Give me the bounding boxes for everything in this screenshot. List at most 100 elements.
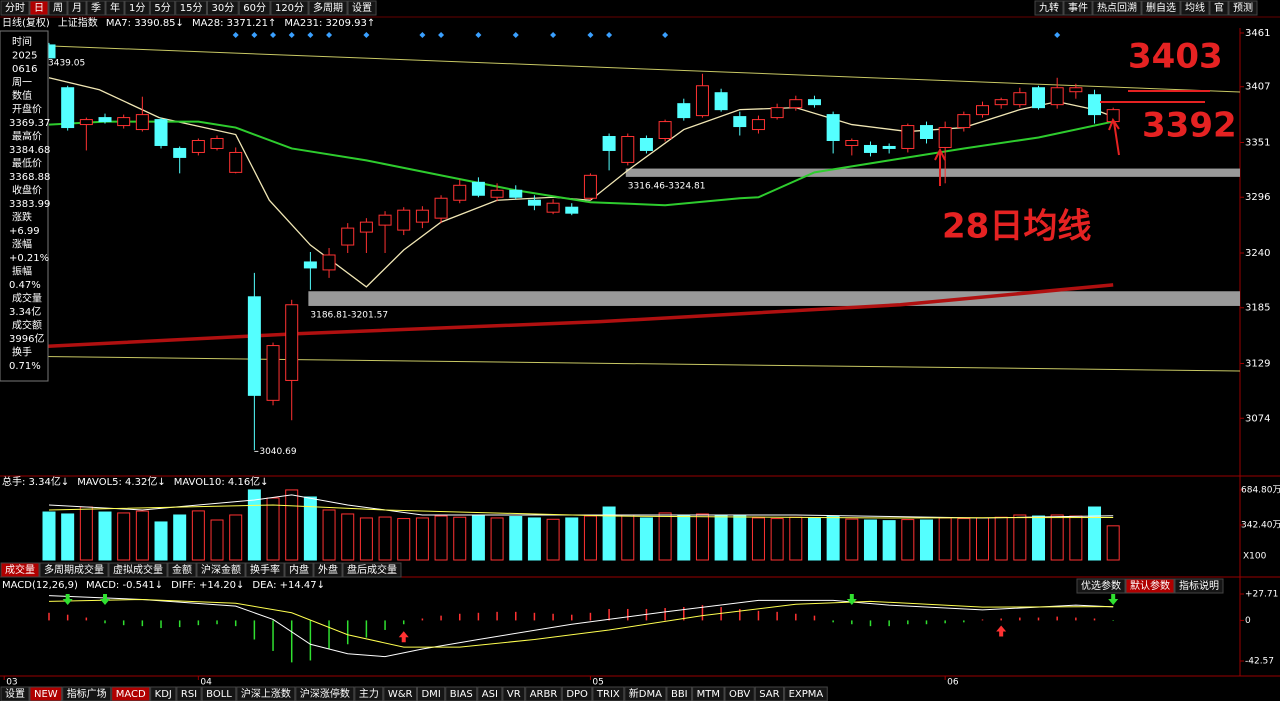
indicator-tab-box[interactable] bbox=[295, 686, 355, 701]
toolbar-button-box[interactable] bbox=[308, 0, 348, 16]
indicator-tab[interactable]: 主力 bbox=[359, 687, 379, 700]
volume-tab[interactable]: 金额 bbox=[172, 563, 192, 576]
indicator-tab-box[interactable] bbox=[150, 686, 177, 701]
toolbar-button-box[interactable] bbox=[206, 0, 239, 16]
indicator-tab[interactable]: KDJ bbox=[155, 689, 172, 700]
indicator-tab[interactable]: DMI bbox=[421, 689, 440, 700]
toolbar-button[interactable]: 九转 bbox=[1039, 1, 1059, 14]
volume-tab-box[interactable] bbox=[0, 562, 40, 578]
volume-tab-box[interactable] bbox=[284, 562, 314, 578]
indicator-tab-box[interactable] bbox=[525, 686, 562, 701]
volume-tab[interactable]: 多周期成交量 bbox=[44, 563, 104, 576]
indicator-tab[interactable]: DPO bbox=[566, 689, 588, 700]
toolbar-button[interactable]: 5分 bbox=[154, 2, 170, 14]
indicator-tab[interactable]: 新DMA bbox=[629, 687, 662, 700]
indicator-tab-box[interactable] bbox=[724, 686, 755, 701]
toolbar-button[interactable]: 120分 bbox=[275, 2, 304, 14]
indicator-tab[interactable]: VR bbox=[507, 689, 521, 700]
indicator-tab[interactable]: MACD bbox=[116, 689, 146, 700]
toolbar-button[interactable]: 事件 bbox=[1068, 1, 1088, 14]
indicator-tab-box[interactable] bbox=[692, 686, 725, 701]
indicator-tab-box[interactable] bbox=[0, 686, 30, 701]
toolbar-button[interactable]: 季 bbox=[91, 2, 101, 14]
toolbar-button-box[interactable] bbox=[175, 0, 207, 16]
toolbar-button-box[interactable] bbox=[29, 0, 49, 16]
indicator-tab-box[interactable] bbox=[176, 686, 202, 701]
toolbar-button[interactable]: 60分 bbox=[243, 2, 266, 14]
indicator-tab[interactable]: MTM bbox=[697, 689, 720, 700]
indicator-tab[interactable]: 沪深涨停数 bbox=[300, 687, 350, 700]
indicator-tab[interactable]: SAR bbox=[759, 689, 779, 700]
toolbar-button-box[interactable] bbox=[86, 0, 106, 16]
macd-button[interactable]: 指标说明 bbox=[1179, 579, 1219, 592]
volume-tab-box[interactable] bbox=[313, 562, 343, 578]
indicator-tab[interactable]: TRIX bbox=[596, 689, 620, 700]
toolbar-button-box[interactable] bbox=[1209, 0, 1229, 16]
toolbar-button-box[interactable] bbox=[0, 0, 30, 16]
toolbar-button-box[interactable] bbox=[48, 0, 68, 16]
volume-tab-box[interactable] bbox=[108, 562, 168, 578]
indicator-tab-box[interactable] bbox=[383, 686, 417, 701]
toolbar-button-box[interactable] bbox=[1141, 0, 1181, 16]
indicator-tab-box[interactable] bbox=[445, 686, 478, 701]
indicator-tab-box[interactable] bbox=[111, 686, 151, 701]
indicator-tab-box[interactable] bbox=[502, 686, 526, 701]
volume-tab[interactable]: 盘后成交量 bbox=[347, 563, 397, 576]
toolbar-button[interactable]: 删自选 bbox=[1146, 1, 1176, 14]
toolbar-button[interactable]: 30分 bbox=[211, 2, 234, 14]
indicator-tab-box[interactable] bbox=[624, 686, 667, 701]
indicator-tab-box[interactable] bbox=[236, 686, 296, 701]
indicator-tab[interactable]: EXPMA bbox=[789, 689, 824, 700]
indicator-tab[interactable]: W&R bbox=[388, 689, 413, 700]
macd-button[interactable]: 优选参数 bbox=[1081, 579, 1121, 592]
toolbar-button[interactable]: 1分 bbox=[129, 2, 145, 14]
indicator-tab-box[interactable] bbox=[666, 686, 693, 701]
indicator-tab[interactable]: NEW bbox=[34, 689, 58, 700]
macd-button[interactable]: 默认参数 bbox=[1130, 579, 1170, 592]
toolbar-button[interactable]: 多周期 bbox=[313, 1, 343, 14]
indicator-tab-box[interactable] bbox=[354, 686, 384, 701]
toolbar-button-box[interactable] bbox=[124, 0, 150, 16]
indicator-tab[interactable]: ARBR bbox=[530, 689, 558, 700]
indicator-tab[interactable]: BOLL bbox=[206, 689, 232, 700]
volume-tab-box[interactable] bbox=[39, 562, 109, 578]
toolbar-button[interactable]: 热点回溯 bbox=[1097, 1, 1137, 14]
toolbar-button-box[interactable] bbox=[1063, 0, 1093, 16]
toolbar-button-box[interactable] bbox=[270, 0, 309, 16]
volume-tab-box[interactable] bbox=[167, 562, 197, 578]
toolbar-button-box[interactable] bbox=[1180, 0, 1210, 16]
toolbar-button[interactable]: 月 bbox=[72, 2, 82, 14]
toolbar-button-box[interactable] bbox=[347, 0, 377, 16]
toolbar-button[interactable]: 官 bbox=[1214, 1, 1224, 14]
volume-tab-box[interactable] bbox=[196, 562, 246, 578]
toolbar-button[interactable]: 设置 bbox=[352, 2, 372, 14]
indicator-tab-box[interactable] bbox=[784, 686, 828, 701]
volume-tab[interactable]: 成交量 bbox=[5, 563, 35, 576]
indicator-tab[interactable]: 沪深上涨数 bbox=[241, 687, 291, 700]
toolbar-button-box[interactable] bbox=[67, 0, 87, 16]
volume-tab-box[interactable] bbox=[245, 562, 285, 578]
toolbar-button[interactable]: 分时 bbox=[5, 2, 25, 14]
indicator-tab[interactable]: BBI bbox=[671, 689, 688, 700]
indicator-tab[interactable]: BIAS bbox=[450, 689, 473, 700]
volume-tab-box[interactable] bbox=[342, 562, 402, 578]
toolbar-button-box[interactable] bbox=[149, 0, 176, 16]
indicator-tab[interactable]: OBV bbox=[729, 689, 750, 700]
toolbar-button[interactable]: 预测 bbox=[1233, 1, 1253, 14]
indicator-tab-box[interactable] bbox=[62, 686, 112, 701]
toolbar-button[interactable]: 日 bbox=[34, 3, 44, 14]
toolbar-button-box[interactable] bbox=[1092, 0, 1142, 16]
toolbar-button[interactable]: 周 bbox=[53, 2, 63, 14]
indicator-tab-box[interactable] bbox=[201, 686, 237, 701]
volume-tab[interactable]: 虚拟成交量 bbox=[113, 563, 163, 576]
macd-button-box[interactable] bbox=[1125, 578, 1175, 594]
volume-tab[interactable]: 换手率 bbox=[250, 563, 280, 576]
macd-button-box[interactable] bbox=[1076, 578, 1126, 594]
indicator-tab[interactable]: 设置 bbox=[5, 688, 25, 700]
indicator-tab[interactable]: ASI bbox=[482, 689, 498, 700]
toolbar-button-box[interactable] bbox=[1034, 0, 1064, 16]
indicator-tab-box[interactable] bbox=[592, 686, 625, 701]
indicator-tab-box[interactable] bbox=[754, 686, 785, 701]
volume-tab[interactable]: 内盘 bbox=[289, 563, 309, 576]
macd-button-box[interactable] bbox=[1174, 578, 1224, 594]
